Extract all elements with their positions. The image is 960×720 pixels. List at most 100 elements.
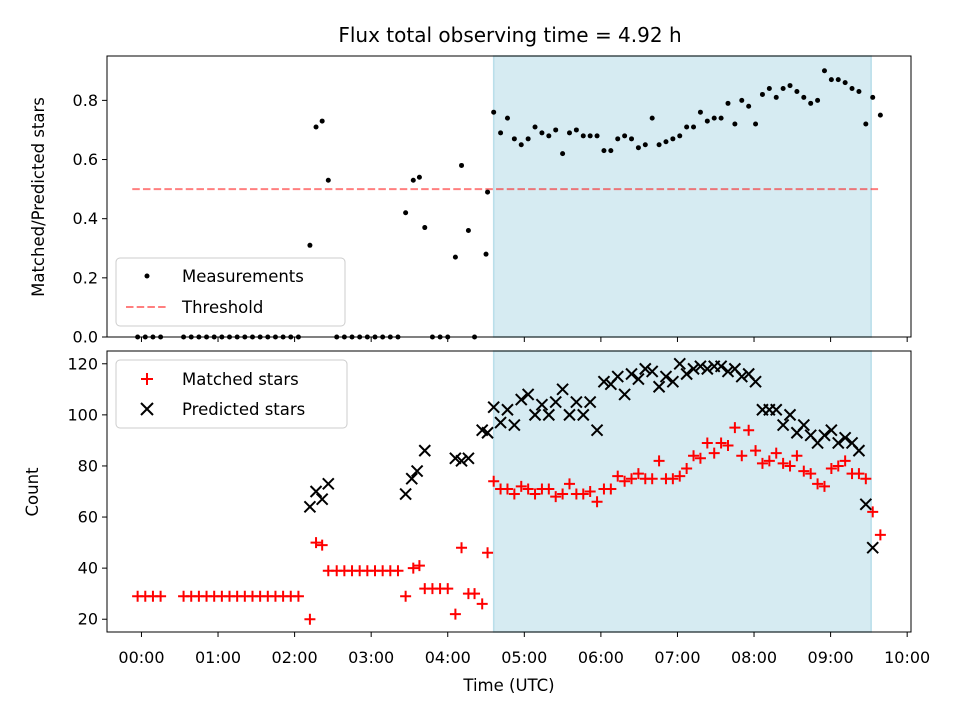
measurement-point xyxy=(601,148,607,154)
measurement-point xyxy=(663,139,669,145)
measurement-point xyxy=(459,162,465,168)
count-legend: Matched stars Predicted stars xyxy=(115,359,348,429)
ratio-y-label: Matched/Predicted stars xyxy=(29,97,48,297)
x-tick-label: 05:00 xyxy=(501,648,547,667)
x-tick-label: 07:00 xyxy=(654,648,700,667)
matched-point xyxy=(488,475,500,487)
matched-point xyxy=(701,437,713,449)
y-tick-label: 80 xyxy=(78,456,98,475)
matched-point xyxy=(442,583,454,595)
measurement-point xyxy=(704,118,710,124)
matched-point xyxy=(515,480,527,492)
predicted-point xyxy=(673,357,686,370)
matched-point xyxy=(784,460,796,472)
predicted-point xyxy=(455,454,468,468)
measurement-point xyxy=(773,94,779,100)
predicted-point xyxy=(322,477,335,491)
predicted-point xyxy=(694,360,707,373)
matched-point xyxy=(469,588,481,600)
predicted-point xyxy=(770,403,783,416)
matched-point xyxy=(667,473,679,485)
measurement-point xyxy=(313,124,319,130)
measurement-point xyxy=(573,127,579,133)
measurement-point xyxy=(587,133,593,139)
matched-point xyxy=(756,457,768,469)
measurement-point xyxy=(635,145,641,151)
measurement-point xyxy=(670,136,676,142)
matched-point xyxy=(743,424,755,436)
measurement-point xyxy=(746,103,752,109)
x-tick-label: 09:00 xyxy=(808,648,854,667)
measurement-point xyxy=(608,148,614,154)
y-tick-label: 0.0 xyxy=(73,328,98,347)
predicted-point xyxy=(838,431,852,445)
matched-point xyxy=(155,590,167,602)
matched-point xyxy=(632,468,644,480)
measurement-point xyxy=(422,225,428,231)
matched-point xyxy=(304,613,316,625)
y-tick-label: 20 xyxy=(78,610,98,629)
x-axis-label: Time (UTC) xyxy=(462,676,554,695)
predicted-point xyxy=(494,416,507,429)
predicted-point xyxy=(652,380,666,393)
measurement-point xyxy=(532,124,538,130)
matched-point xyxy=(316,539,328,551)
predicted-point xyxy=(556,383,569,396)
measurement-point xyxy=(794,88,800,94)
predicted-point xyxy=(410,464,424,478)
y-tick-label: 60 xyxy=(78,508,98,527)
predicted-point xyxy=(309,485,323,498)
predicted-point xyxy=(418,444,431,457)
chart-title: Flux total observing time = 4.92 h xyxy=(338,23,681,47)
predicted-point xyxy=(618,388,631,401)
measurement-point xyxy=(835,77,841,83)
predicted-point xyxy=(542,408,556,422)
measurement-point xyxy=(319,118,325,124)
matched-point xyxy=(591,496,603,508)
predicted-point xyxy=(866,541,879,554)
matched-point xyxy=(482,547,494,559)
matched-point xyxy=(563,478,575,490)
measurement-point xyxy=(849,86,855,92)
y-tick-label: 0.6 xyxy=(73,150,98,169)
count-y-ticks: 20 40 60 80 100 120 xyxy=(67,354,107,629)
x-tick-label: 04:00 xyxy=(425,648,471,667)
count-panel: 20 40 60 80 100 120 00:00 01:00 02:00 03:00 04:00… xyxy=(23,350,930,695)
measurement-point xyxy=(787,83,793,89)
matched-point xyxy=(674,470,686,482)
predicted-point xyxy=(315,492,329,506)
ratio-axes-frame xyxy=(106,55,912,338)
measurement-point xyxy=(615,136,621,142)
matched-point xyxy=(770,447,782,459)
measurement-point xyxy=(485,189,491,195)
measurement-point xyxy=(416,174,422,180)
predicted-point xyxy=(639,362,652,376)
measurement-point xyxy=(307,242,313,248)
matched-point xyxy=(476,598,488,610)
matched-point xyxy=(605,483,617,495)
legend-predicted-label: Predicted stars xyxy=(182,400,305,419)
matched-point xyxy=(867,506,879,518)
matched-point xyxy=(681,463,693,475)
ratio-panel: 0.00.20.40.60.8 Matched/Predicted stars … xyxy=(29,55,912,347)
predicted-point xyxy=(852,444,866,457)
predicted-point xyxy=(501,403,514,416)
measurement-point xyxy=(594,133,600,139)
predicted-point xyxy=(597,375,611,388)
measurement-point xyxy=(828,77,834,83)
predicted-point xyxy=(515,393,528,406)
measurement-point xyxy=(856,88,862,94)
matched-point xyxy=(508,488,520,500)
measurement-point xyxy=(504,115,510,121)
matched-point xyxy=(812,478,824,490)
matched-point xyxy=(449,608,461,620)
predicted-point xyxy=(818,429,831,442)
matched-point xyxy=(543,483,555,495)
measurement-point xyxy=(725,100,731,106)
matched-point xyxy=(860,473,872,485)
measurement-point xyxy=(491,109,497,115)
predicted-point xyxy=(577,408,590,422)
y-tick-label: 0.4 xyxy=(73,209,98,228)
matched-point xyxy=(818,480,830,492)
